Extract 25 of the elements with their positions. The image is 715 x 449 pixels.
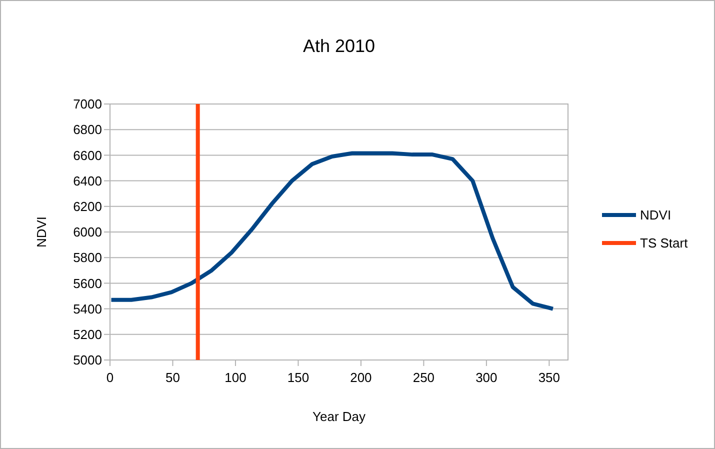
x-tick-label: 250 [412,370,435,385]
chart-title: Ath 2010 [302,36,376,56]
x-tick-label: 100 [224,370,246,385]
y-tick-label: 6800 [73,122,102,138]
y-axis-title: NDVI [34,216,49,248]
y-tick-label: 5000 [73,352,102,368]
x-tick-label: 0 [106,370,114,385]
y-tick-label: 6400 [73,173,102,188]
y-tick-label: 6600 [73,148,102,163]
x-tick-label: 50 [166,370,180,385]
x-tick-label: 150 [287,370,310,385]
y-tick-label: 5800 [73,250,102,266]
x-tick-label: 200 [350,370,372,385]
y-tick-label: 6000 [73,224,102,240]
y-tick-label: 5400 [73,301,102,316]
x-tick-label: 350 [538,370,560,385]
y-tick-label: 6200 [73,198,102,214]
legend-label: TS Start [640,236,688,251]
x-tick-label: 300 [476,370,498,385]
y-tick-label: 7000 [73,96,102,112]
x-axis-title: Year Day [312,409,366,424]
line-series [109,151,555,311]
y-tick-label: 5600 [73,276,102,291]
legend-label: NDVI [640,208,672,223]
y-tick-label: 5200 [73,326,102,342]
